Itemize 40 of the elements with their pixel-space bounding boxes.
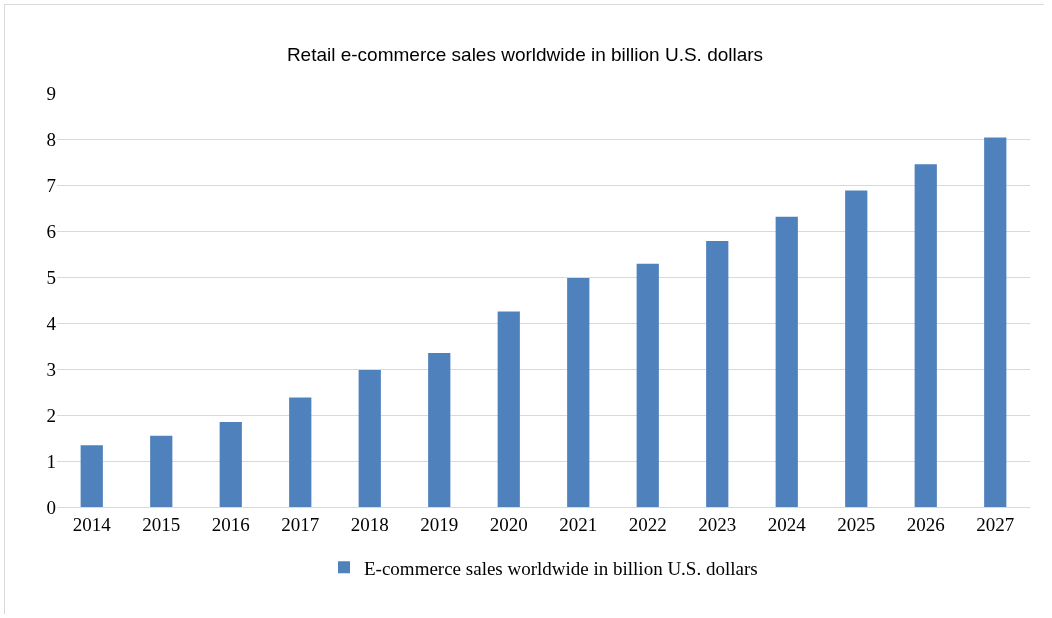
x-tick-label: 2021 — [559, 513, 598, 535]
y-tick-label: 2 — [46, 404, 56, 426]
x-tick-label: 2026 — [906, 513, 945, 535]
y-tick-label: 0 — [46, 496, 56, 518]
bar — [567, 277, 590, 507]
x-tick-label: 2016 — [211, 513, 250, 535]
legend-label: E-commerce sales worldwide in billion U.S. dollars — [364, 557, 758, 579]
bar — [219, 421, 242, 507]
x-tick-label: 2024 — [767, 513, 807, 535]
y-tick-label: 7 — [46, 174, 56, 196]
x-tick-label: 2017 — [281, 513, 320, 535]
bar — [150, 435, 173, 507]
x-tick-label: 2023 — [698, 513, 737, 535]
y-tick-label: 4 — [46, 312, 57, 334]
bar — [984, 137, 1007, 507]
x-tick-label: 2014 — [72, 513, 112, 535]
y-tick-label: 1 — [46, 450, 56, 472]
bar — [845, 190, 868, 507]
bar — [706, 241, 729, 507]
y-tick-label: 9 — [46, 82, 56, 104]
bar — [775, 216, 798, 507]
bar — [497, 311, 520, 507]
chart-title: Retail e-commerce sales worldwide in billion U.S. dollars — [286, 44, 764, 65]
x-tick-label: 2018 — [350, 513, 389, 535]
bar — [358, 369, 381, 507]
bar — [636, 263, 659, 507]
y-tick-label: 8 — [46, 128, 56, 150]
x-tick-label: 2015 — [142, 513, 181, 535]
bar — [289, 397, 312, 507]
y-tick-label: 5 — [46, 266, 56, 288]
x-tick-label: 2019 — [420, 513, 459, 535]
x-tick-label: 2020 — [489, 513, 528, 535]
x-tick-label: 2022 — [628, 513, 667, 535]
y-tick-label: 3 — [46, 358, 56, 380]
x-tick-label: 2027 — [976, 513, 1015, 535]
bar — [80, 445, 103, 507]
x-tick-label: 2025 — [837, 513, 876, 535]
bar — [914, 164, 937, 507]
y-tick-label: 6 — [46, 220, 56, 242]
bar — [428, 352, 451, 507]
